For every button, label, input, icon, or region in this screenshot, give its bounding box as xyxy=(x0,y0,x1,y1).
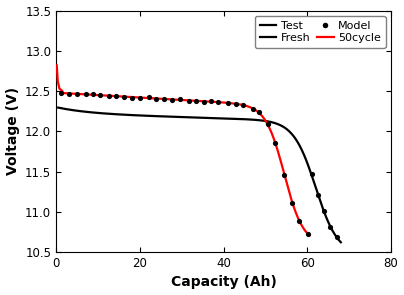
Point xyxy=(225,101,231,106)
Point xyxy=(308,172,315,176)
Point xyxy=(129,95,135,100)
Point xyxy=(315,193,321,198)
Point xyxy=(304,232,311,237)
Point xyxy=(137,96,143,101)
Point xyxy=(65,92,72,96)
Point xyxy=(289,200,296,205)
Point xyxy=(82,92,89,97)
Point xyxy=(296,219,303,224)
Point xyxy=(333,235,340,240)
Point xyxy=(121,95,127,99)
Point xyxy=(96,92,103,97)
X-axis label: Capacity (Ah): Capacity (Ah) xyxy=(170,276,276,289)
Point xyxy=(272,141,279,146)
Point xyxy=(233,101,240,106)
Point xyxy=(215,100,221,105)
Point xyxy=(90,92,97,97)
Point xyxy=(153,96,160,101)
Point xyxy=(177,97,183,102)
Point xyxy=(161,97,167,101)
Point xyxy=(113,94,119,99)
Point xyxy=(105,94,112,98)
Point xyxy=(255,110,262,115)
Point xyxy=(264,122,271,127)
Point xyxy=(192,99,199,103)
Legend: Test, Fresh, Model, 50cycle: Test, Fresh, Model, 50cycle xyxy=(255,16,385,48)
Point xyxy=(208,99,215,104)
Point xyxy=(327,225,334,230)
Point xyxy=(281,173,288,177)
Point xyxy=(169,97,175,102)
Point xyxy=(201,99,207,104)
Point xyxy=(145,95,152,100)
Point xyxy=(58,91,65,96)
Y-axis label: Voltage (V): Voltage (V) xyxy=(6,87,19,175)
Point xyxy=(240,103,246,107)
Point xyxy=(185,99,192,103)
Point xyxy=(250,106,256,111)
Point xyxy=(321,209,327,213)
Point xyxy=(74,92,80,96)
